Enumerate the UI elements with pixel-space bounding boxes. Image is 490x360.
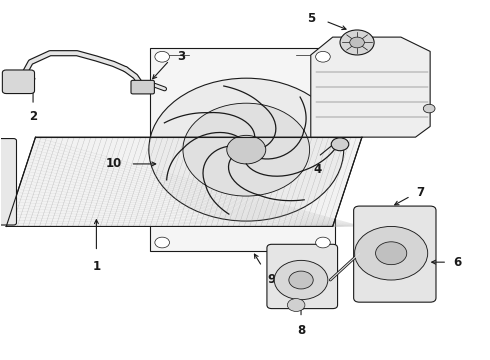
Circle shape — [375, 242, 407, 265]
Polygon shape — [311, 37, 430, 137]
FancyBboxPatch shape — [0, 139, 17, 225]
Text: 10: 10 — [106, 157, 122, 170]
Circle shape — [288, 298, 305, 311]
Circle shape — [183, 103, 310, 196]
Bar — [150, 48, 335, 251]
Text: 7: 7 — [416, 186, 425, 199]
Text: 2: 2 — [29, 111, 37, 123]
Text: 4: 4 — [313, 163, 321, 176]
Circle shape — [355, 226, 428, 280]
Circle shape — [227, 135, 266, 164]
Circle shape — [149, 78, 343, 221]
Text: 9: 9 — [267, 273, 275, 286]
Polygon shape — [6, 137, 362, 226]
FancyBboxPatch shape — [267, 244, 338, 309]
Circle shape — [331, 138, 349, 151]
FancyBboxPatch shape — [131, 80, 154, 94]
Circle shape — [423, 104, 435, 113]
Circle shape — [350, 37, 365, 48]
FancyBboxPatch shape — [354, 206, 436, 302]
Circle shape — [340, 30, 374, 55]
Circle shape — [155, 51, 170, 62]
Text: 1: 1 — [92, 260, 100, 273]
Circle shape — [274, 260, 328, 300]
Text: 3: 3 — [177, 50, 185, 63]
Circle shape — [289, 271, 313, 289]
Circle shape — [316, 237, 330, 248]
Text: 5: 5 — [307, 12, 316, 25]
Circle shape — [155, 237, 170, 248]
FancyBboxPatch shape — [2, 70, 34, 94]
Text: 6: 6 — [454, 256, 462, 269]
Circle shape — [316, 51, 330, 62]
Text: 8: 8 — [297, 324, 305, 337]
